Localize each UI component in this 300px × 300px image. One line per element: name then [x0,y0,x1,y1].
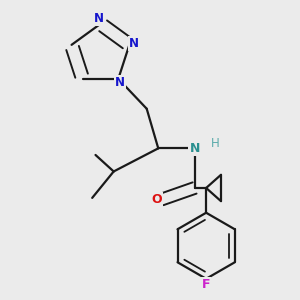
Text: N: N [115,76,125,89]
Text: N: N [189,142,200,155]
Text: N: N [94,12,104,26]
Text: H: H [211,137,219,150]
Text: O: O [151,193,162,206]
Text: N: N [129,37,139,50]
Text: F: F [202,278,210,291]
